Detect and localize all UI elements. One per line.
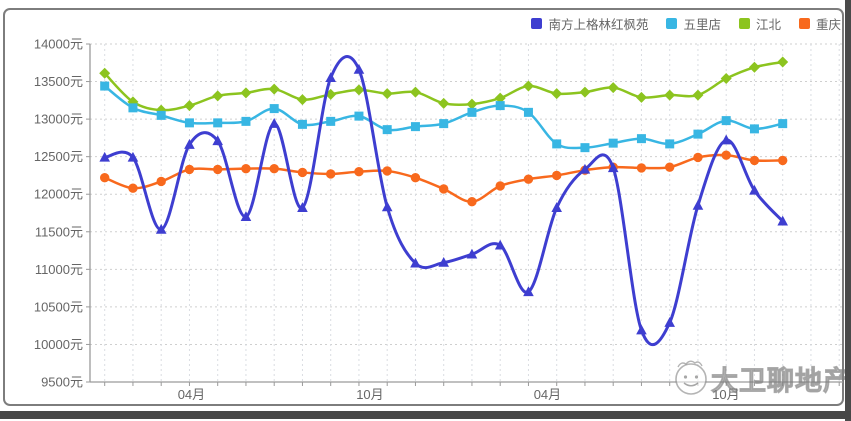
watermark-face-icon bbox=[675, 360, 707, 395]
series-2 bbox=[99, 56, 789, 116]
legend-chip-icon bbox=[738, 18, 750, 29]
x-axis-tick-label: 04月 bbox=[534, 387, 561, 402]
y-axis-tick-label: 14000元 bbox=[34, 37, 83, 52]
legend-item-jiangbei[interactable]: 江北 bbox=[738, 14, 781, 33]
y-axis-tick-label: 13500元 bbox=[34, 74, 83, 89]
y-axis-tick-label: 9500元 bbox=[41, 375, 83, 390]
grid-lines bbox=[90, 43, 843, 382]
series-lines bbox=[99, 55, 789, 346]
x-axis-tick-label: 10月 bbox=[712, 387, 739, 402]
y-axis-tick-label: 11500元 bbox=[35, 224, 83, 239]
legend-chip-icon bbox=[798, 18, 810, 29]
series-3 bbox=[100, 150, 788, 207]
axes bbox=[86, 43, 843, 386]
legend-label: 五里店 bbox=[683, 18, 721, 32]
chart-card bbox=[3, 8, 844, 406]
legend-chip-icon bbox=[531, 18, 543, 29]
y-axis-tick-label: 10000元 bbox=[34, 337, 83, 352]
axis-labels: 14000元 13500元 13000元 12500元 12000元 11500元 1100… bbox=[34, 37, 740, 403]
legend-label: 重庆 bbox=[815, 18, 841, 32]
series-1 bbox=[100, 81, 788, 153]
legend-label: 江北 bbox=[755, 18, 781, 32]
series-0 bbox=[99, 55, 788, 346]
x-axis-tick-label: 10月 bbox=[356, 387, 383, 402]
legend-item-wulidian[interactable]: 五里店 bbox=[666, 14, 721, 33]
legend-chip-icon bbox=[666, 18, 678, 29]
y-axis-tick-label: 12500元 bbox=[34, 149, 83, 164]
watermark-text: 大卫聊地产 bbox=[711, 365, 851, 396]
window-bottom-bar bbox=[0, 411, 851, 419]
y-axis-tick-label: 10500元 bbox=[34, 299, 83, 314]
y-axis-tick-label: 13000元 bbox=[34, 112, 83, 127]
x-axis-tick-label: 04月 bbox=[178, 387, 205, 402]
legend: 南方上格林红枫苑 五里店 江北 重庆 bbox=[531, 14, 841, 33]
y-axis-tick-label: 11000元 bbox=[35, 262, 83, 277]
legend-item-nanfangshanggelinhongfengyuan[interactable]: 南方上格林红枫苑 bbox=[531, 14, 648, 33]
watermark: 大卫聊地产 bbox=[671, 358, 851, 398]
y-axis-tick-label: 12000元 bbox=[34, 187, 83, 202]
window-right-edge bbox=[845, 0, 851, 421]
legend-label: 南方上格林红枫苑 bbox=[548, 18, 649, 32]
legend-item-chongqing[interactable]: 重庆 bbox=[798, 14, 841, 33]
